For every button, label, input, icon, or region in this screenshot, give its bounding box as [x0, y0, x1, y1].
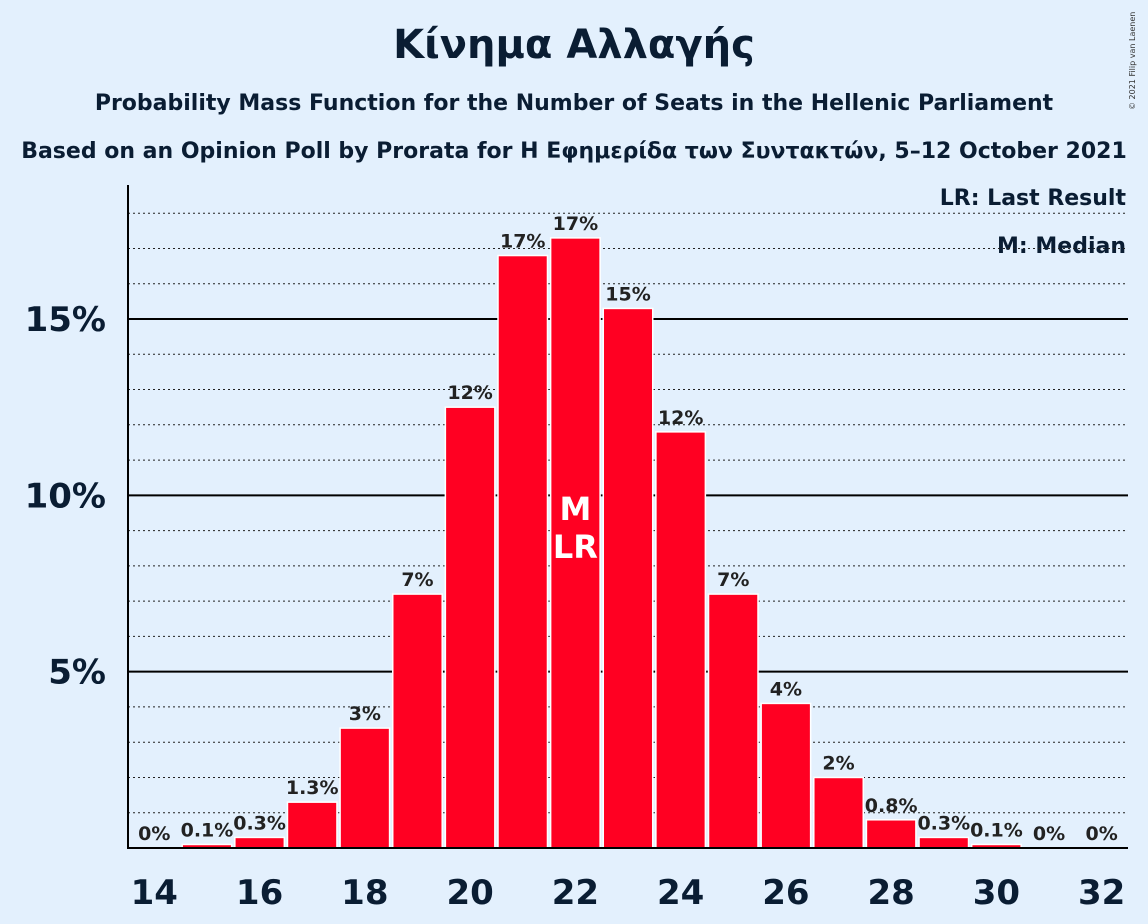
bar	[444, 406, 496, 849]
data-label: 15%	[605, 283, 650, 305]
legend-last-result: LR: Last Result	[939, 186, 1126, 211]
data-label: 7%	[401, 569, 433, 591]
data-label: 0%	[138, 823, 170, 845]
legend-median: M: Median	[997, 234, 1126, 259]
data-label: 2%	[822, 752, 854, 774]
chart-subtitle-source: Based on an Opinion Poll by Prorata for …	[21, 139, 1127, 164]
median-marker: M	[559, 490, 591, 528]
bar	[760, 702, 812, 849]
data-label: 0.8%	[865, 795, 918, 817]
chart-subtitle: Probability Mass Function for the Number…	[94, 91, 1054, 116]
x-tick-label: 24	[657, 873, 704, 913]
bar	[497, 254, 549, 849]
bar	[602, 307, 654, 849]
data-label: 1.3%	[286, 777, 339, 799]
x-tick-label: 28	[867, 873, 914, 913]
bar	[391, 593, 443, 849]
y-tick-label: 5%	[48, 653, 106, 693]
data-label: 0.1%	[181, 819, 234, 841]
bar	[918, 836, 970, 849]
data-label: 7%	[717, 569, 749, 591]
data-label: 0.3%	[917, 812, 970, 834]
bar	[549, 237, 601, 849]
bar	[234, 836, 286, 849]
last-result-marker: LR	[553, 528, 598, 566]
x-tick-label: 18	[341, 873, 388, 913]
bar	[707, 593, 759, 849]
y-tick-label: 15%	[25, 300, 106, 340]
data-label: 0.3%	[233, 812, 286, 834]
bar	[286, 801, 338, 849]
data-label: 17%	[500, 231, 545, 253]
x-tick-label: 14	[131, 873, 178, 913]
data-label: 12%	[658, 407, 703, 429]
bar	[655, 431, 707, 849]
data-label: 0%	[1086, 823, 1118, 845]
x-tick-label: 22	[552, 873, 599, 913]
x-tick-label: 32	[1078, 873, 1125, 913]
y-tick-label: 10%	[25, 476, 106, 516]
data-label: 12%	[447, 382, 492, 404]
bar	[865, 819, 917, 849]
x-tick-label: 30	[973, 873, 1020, 913]
data-label: 0%	[1033, 823, 1065, 845]
chart-title: Κίνημα Αλλαγής	[393, 22, 755, 68]
data-label: 0.1%	[970, 819, 1023, 841]
bar	[339, 727, 391, 849]
data-label: 3%	[349, 703, 381, 725]
data-label: 4%	[770, 678, 802, 700]
bar	[813, 776, 865, 849]
x-tick-label: 20	[446, 873, 493, 913]
x-tick-label: 16	[236, 873, 283, 913]
data-label: 17%	[553, 213, 598, 235]
x-tick-label: 26	[762, 873, 809, 913]
